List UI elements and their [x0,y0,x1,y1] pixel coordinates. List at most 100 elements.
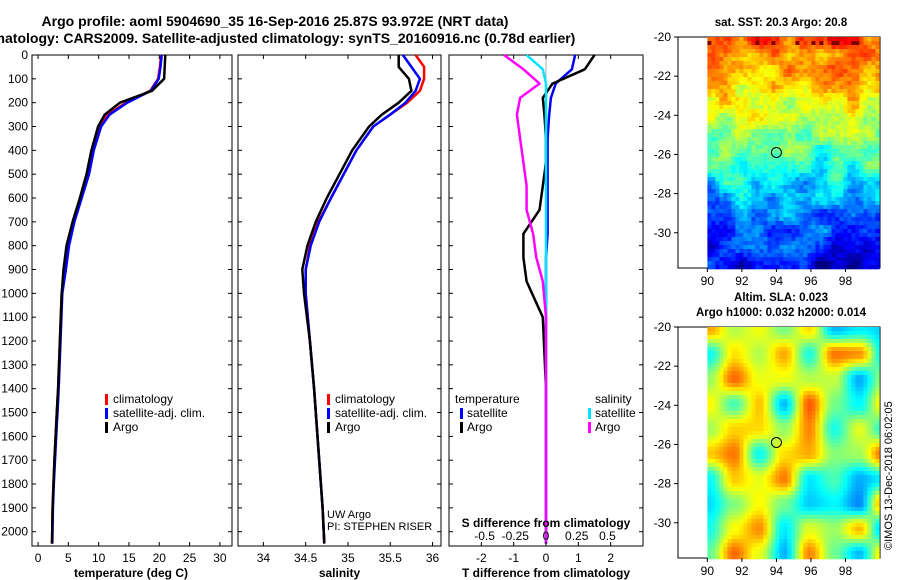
map-cell [843,443,848,448]
map-cell [839,205,844,210]
map-cell [831,101,836,106]
map-cell [779,85,784,90]
map-cell [747,241,752,246]
map-cell [823,245,828,250]
map-cell [731,327,736,332]
map-cell [807,245,812,250]
map-cell [827,339,832,344]
map-cell [847,181,852,186]
map-cell [847,415,852,420]
map-cell [875,261,880,266]
map-cell [791,371,796,376]
map-cell [707,431,712,436]
map-cell [731,491,736,496]
map-cell [723,57,728,62]
map-cell [851,347,856,352]
map-cell [715,189,720,194]
map-cell [819,415,824,420]
map-cell [843,81,848,86]
map-cell [807,133,812,138]
map-cell [819,451,824,456]
map-cell [739,343,744,348]
map-cell [743,145,748,150]
map-cell [807,169,812,174]
map-cell [799,129,804,134]
map-cell [831,371,836,376]
map-cell [759,347,764,352]
map-cell [771,93,776,98]
map-cell [759,519,764,524]
map-cell [715,527,720,532]
map-cell [735,507,740,512]
map-cell [711,133,716,138]
map-cell [855,371,860,376]
map-cell [803,265,808,270]
map-cell [875,347,880,352]
map-cell [863,499,868,504]
map-cell [859,261,864,266]
map-cell [843,491,848,496]
map-cell [715,245,720,250]
map-cell [755,229,760,234]
map-cell [759,439,764,444]
map-cell [791,221,796,226]
map-cell [707,265,712,270]
map-cell [755,531,760,536]
map-cell [763,367,768,372]
legend-swatch-climatology [327,394,330,405]
map-cell [875,257,880,262]
map-cell [707,467,712,472]
map-cell [715,265,720,270]
map-cell [791,399,796,404]
map-cell [803,387,808,392]
map-cell [871,197,876,202]
map-cell [835,439,840,444]
map-cell [783,395,788,400]
map-cell [731,391,736,396]
map-cell [827,105,832,110]
map-cell [791,213,796,218]
map-cell [843,225,848,230]
map-cell [747,265,752,270]
map-cell [711,503,716,508]
map-cell [863,177,868,182]
map-cell [739,253,744,258]
map-cell [863,427,868,432]
map-cell [855,339,860,344]
map-cell [771,125,776,130]
map-cell [847,463,852,468]
map-cell [711,121,716,126]
map-cell [771,233,776,238]
map-cell [767,347,772,352]
map-cell [803,499,808,504]
map-cell [843,447,848,452]
map-cell [783,483,788,488]
map-cell [767,261,772,266]
map-cell [711,129,716,134]
map-cell [751,487,756,492]
map-cell [711,197,716,202]
map-cell [743,261,748,266]
map-cell [815,133,820,138]
map-cell [739,407,744,412]
map-cell [779,363,784,368]
map-cell [755,105,760,110]
map-cell [743,459,748,464]
map-cell [743,241,748,246]
map-cell [747,459,752,464]
map-cell [859,177,864,182]
map-cell [795,435,800,440]
map-cell [799,491,804,496]
map-cell [719,491,724,496]
map-cell [843,475,848,480]
map-cell [715,399,720,404]
map-cell [707,153,712,158]
map-cell [751,355,756,360]
map-cell [839,375,844,380]
map-cell [827,173,832,178]
map-cell [839,523,844,528]
map-cell [711,89,716,94]
map-cell [867,515,872,520]
map-cell [851,423,856,428]
map-cell [851,89,856,94]
